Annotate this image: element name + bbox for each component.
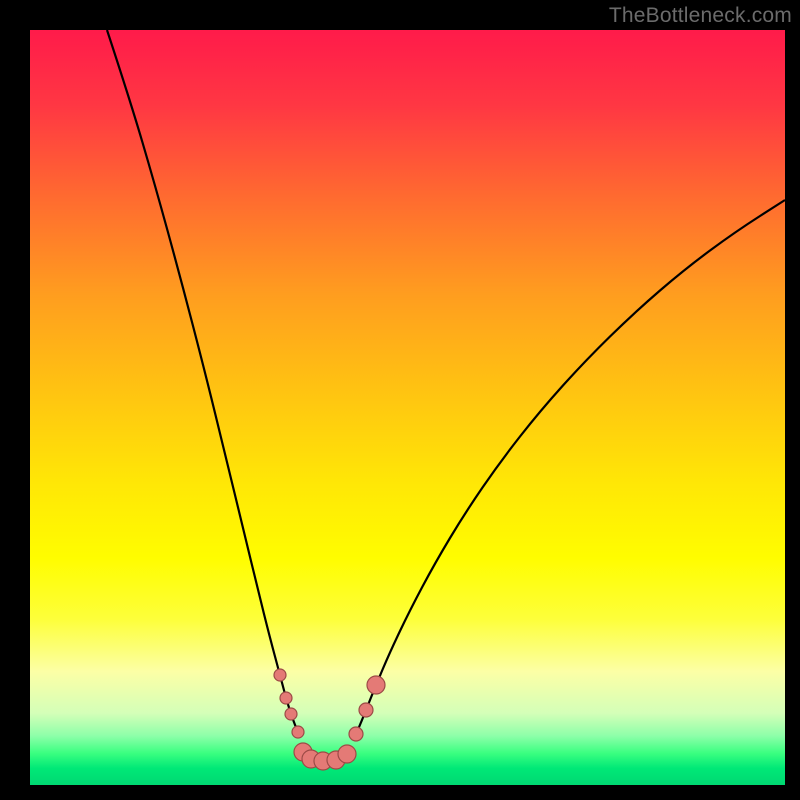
curves-layer xyxy=(30,30,785,785)
marker-point xyxy=(274,669,286,681)
plot-area xyxy=(30,30,785,785)
marker-point xyxy=(338,745,356,763)
marker-point xyxy=(285,708,297,720)
curve-right xyxy=(356,200,785,734)
marker-point xyxy=(367,676,385,694)
marker-point xyxy=(280,692,292,704)
curve-left xyxy=(107,30,300,735)
markers-group xyxy=(274,669,385,770)
marker-point xyxy=(359,703,373,717)
marker-point xyxy=(292,726,304,738)
watermark-text: TheBottleneck.com xyxy=(609,4,792,28)
marker-point xyxy=(349,727,363,741)
